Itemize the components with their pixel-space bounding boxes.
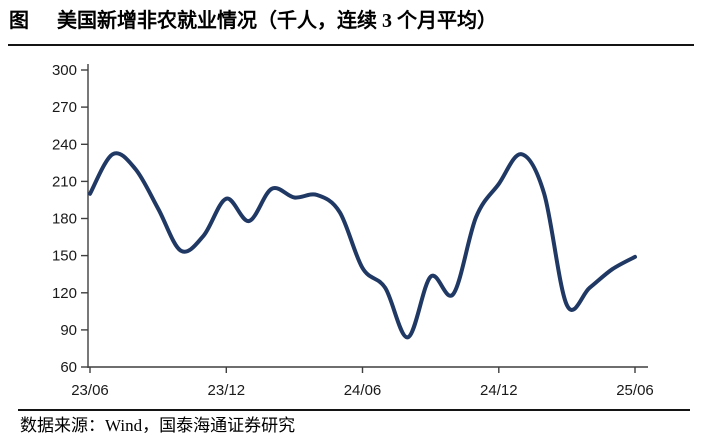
figure-label: 图	[9, 10, 29, 32]
y-tick-label: 90	[60, 322, 77, 339]
y-tick-label: 210	[52, 173, 77, 190]
y-tick-label: 270	[52, 99, 77, 116]
figure-title: 图 美国新增非农就业情况（千人，连续 3 个月平均）	[0, 0, 702, 35]
figure-title-text: 美国新增非农就业情况（千人，连续 3 个月平均）	[57, 10, 497, 32]
chart-svg: 60 90 120 150 180 210 240 270 300 23/06 23/12 24/06…	[52, 62, 654, 398]
series-line	[88, 151, 637, 340]
y-tick-label: 300	[52, 62, 77, 79]
x-tick-label: 25/06	[616, 382, 654, 398]
y-tick-label: 60	[60, 359, 77, 376]
x-tick-label: 24/06	[344, 382, 382, 398]
title-underline	[8, 44, 694, 46]
x-tick-label: 24/12	[480, 382, 518, 398]
y-tick-label: 240	[52, 136, 77, 153]
y-tick-label: 150	[52, 248, 77, 265]
y-tick-label: 120	[52, 285, 77, 302]
x-tick-label: 23/06	[71, 382, 109, 398]
data-source: 数据来源：Wind，国泰海通证券研究	[20, 416, 296, 435]
y-tick-label: 180	[52, 211, 77, 228]
x-tick-label: 23/12	[208, 382, 246, 398]
footer-divider	[18, 409, 690, 411]
